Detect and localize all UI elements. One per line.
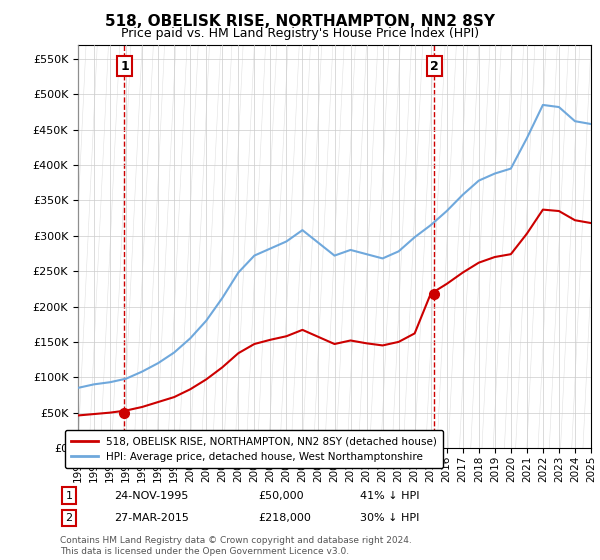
Text: 41% ↓ HPI: 41% ↓ HPI [360,491,419,501]
Text: £218,000: £218,000 [258,513,311,523]
Text: 518, OBELISK RISE, NORTHAMPTON, NN2 8SY: 518, OBELISK RISE, NORTHAMPTON, NN2 8SY [105,14,495,29]
Text: 1: 1 [65,491,73,501]
Text: 24-NOV-1995: 24-NOV-1995 [114,491,188,501]
Text: Contains HM Land Registry data © Crown copyright and database right 2024.
This d: Contains HM Land Registry data © Crown c… [60,536,412,556]
Legend: 518, OBELISK RISE, NORTHAMPTON, NN2 8SY (detached house), HPI: Average price, de: 518, OBELISK RISE, NORTHAMPTON, NN2 8SY … [65,430,443,468]
Text: Price paid vs. HM Land Registry's House Price Index (HPI): Price paid vs. HM Land Registry's House … [121,27,479,40]
Text: 2: 2 [430,59,439,73]
Text: 30% ↓ HPI: 30% ↓ HPI [360,513,419,523]
Text: 2: 2 [65,513,73,523]
Text: £50,000: £50,000 [258,491,304,501]
Text: 1: 1 [120,59,129,73]
Text: 27-MAR-2015: 27-MAR-2015 [114,513,189,523]
